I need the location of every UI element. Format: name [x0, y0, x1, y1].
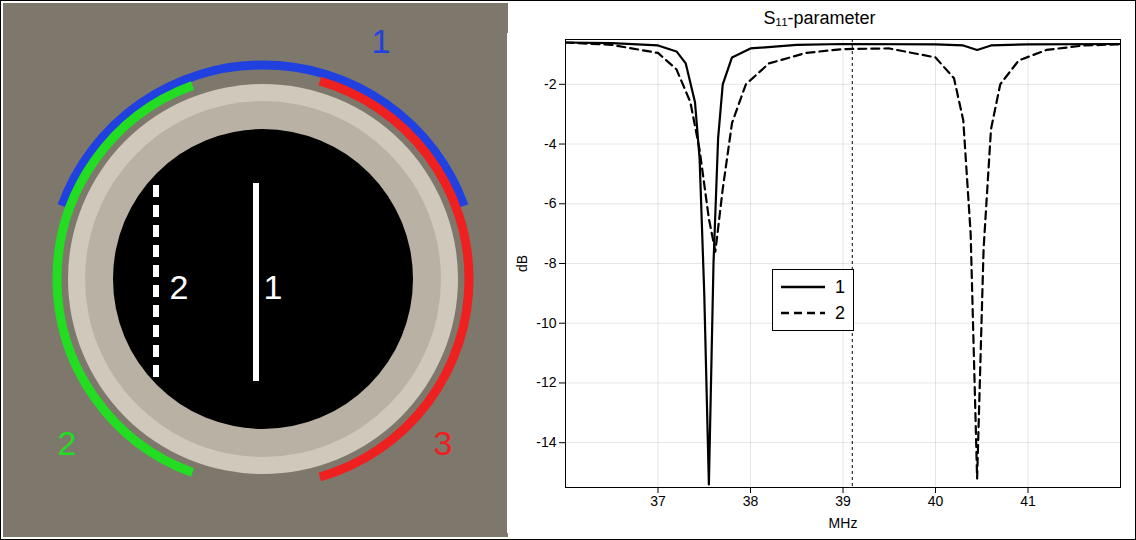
svg-text:-2: -2 — [544, 76, 557, 92]
svg-text:37: 37 — [650, 493, 666, 509]
svg-text:-10: -10 — [536, 315, 556, 331]
svg-text:2: 2 — [170, 268, 189, 306]
svg-text:3: 3 — [434, 424, 453, 462]
html-text:2: 2 — [835, 302, 845, 323]
svg-text:41: 41 — [1020, 493, 1036, 509]
svg-text:40: 40 — [928, 493, 944, 509]
svg-text:-8: -8 — [544, 255, 557, 271]
svg-text:2: 2 — [58, 424, 77, 462]
svg-text:-14: -14 — [536, 434, 556, 450]
html-text:1: 1 — [835, 276, 845, 297]
html-text:S₁₁-parameter: S₁₁-parameter — [763, 8, 876, 28]
svg-text:39: 39 — [835, 493, 851, 509]
svg-text:38: 38 — [743, 493, 759, 509]
svg-text:1: 1 — [264, 268, 283, 306]
svg-text:dB: dB — [514, 255, 530, 272]
svg-text:1: 1 — [372, 22, 391, 60]
svg-text:MHz: MHz — [829, 515, 858, 531]
svg-text:-12: -12 — [536, 374, 556, 390]
svg-text:-4: -4 — [544, 136, 557, 152]
svg-text:-6: -6 — [544, 195, 557, 211]
